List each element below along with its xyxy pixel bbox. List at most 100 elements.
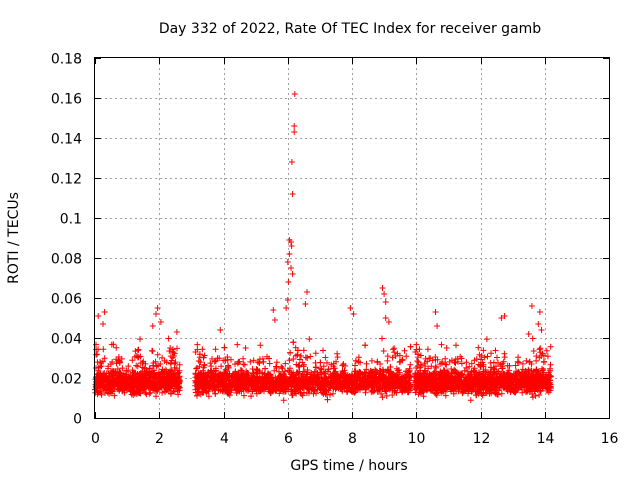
data-point [150, 374, 157, 381]
data-point [139, 364, 146, 371]
data-point [100, 378, 107, 384]
data-point [224, 354, 231, 360]
data-point [407, 361, 414, 368]
data-point [151, 387, 158, 394]
data-point [318, 366, 325, 373]
data-point [244, 369, 251, 376]
data-point [280, 374, 287, 381]
data-point [218, 363, 225, 370]
data-point [173, 380, 180, 387]
data-point [379, 394, 386, 401]
data-point [401, 347, 408, 354]
y-tick-label: 0.1 [60, 212, 82, 228]
data-point [108, 341, 115, 348]
data-point [159, 381, 166, 388]
data-point [293, 385, 300, 392]
data-point [328, 361, 335, 368]
data-point [234, 341, 241, 348]
data-point [141, 369, 148, 376]
data-point [145, 371, 152, 378]
data-point [260, 358, 267, 365]
data-point [168, 357, 175, 364]
data-point [136, 380, 143, 387]
data-point [161, 381, 167, 388]
data-point [374, 359, 381, 366]
data-point [282, 360, 289, 367]
data-point [94, 351, 101, 358]
data-point [147, 384, 154, 391]
axis-ticks: 0 2 4 6 8 10 12 14 16 0 0.02 0.04 0.06 0.08 0.1 0.12 0.1… [51, 52, 619, 448]
data-point [280, 397, 287, 404]
data-point [119, 365, 126, 372]
data-point [299, 392, 306, 399]
data-point [240, 361, 247, 368]
x-tick-label: 16 [601, 431, 619, 447]
data-point [366, 375, 373, 381]
x-tick-label: 2 [155, 431, 164, 447]
data-point [407, 383, 414, 390]
data-point [279, 365, 286, 372]
data-point [296, 356, 303, 363]
data-point [171, 388, 178, 395]
data-point [320, 347, 326, 354]
data-point [216, 355, 223, 362]
data-point [397, 376, 404, 383]
data-point [276, 368, 282, 375]
data-point [255, 387, 262, 394]
data-point [162, 366, 169, 373]
data-point [112, 376, 119, 383]
data-point [120, 372, 127, 379]
data-point [194, 374, 201, 381]
data-point [300, 363, 307, 370]
data-point [169, 368, 176, 375]
data-point [92, 386, 99, 393]
data-point [352, 362, 358, 369]
data-point [289, 392, 295, 399]
data-point [296, 362, 303, 369]
data-point [266, 355, 272, 362]
data-point [99, 358, 106, 365]
data-point [262, 365, 269, 372]
data-point [239, 368, 246, 374]
data-point [257, 342, 264, 349]
data-point [378, 390, 385, 397]
data-point [167, 360, 174, 367]
data-point [101, 355, 108, 362]
data-point [149, 380, 156, 387]
data-point [241, 392, 247, 399]
data-point [211, 358, 218, 365]
data-point [154, 379, 161, 386]
data-point [166, 348, 173, 354]
data-point [167, 345, 174, 351]
data-point [295, 380, 302, 387]
data-point [405, 368, 412, 375]
data-point [407, 343, 414, 350]
x-tick-label: 14 [537, 431, 555, 447]
data-point [167, 380, 174, 387]
data-point [146, 365, 153, 372]
data-point [212, 346, 219, 353]
data-point [320, 363, 327, 370]
data-point [146, 390, 153, 397]
data-point [351, 389, 358, 396]
data-point [247, 358, 254, 365]
y-tick-label: 0 [73, 412, 82, 428]
data-point [221, 344, 228, 351]
data-point [96, 388, 103, 395]
data-point [322, 354, 329, 361]
data-point [306, 336, 313, 343]
data-point [130, 372, 137, 379]
data-point [385, 373, 392, 380]
y-tick-label: 0.04 [51, 332, 82, 348]
data-point [288, 383, 294, 390]
data-point [169, 346, 176, 353]
data-point [286, 357, 293, 364]
data-point [99, 381, 106, 388]
data-points [92, 91, 554, 404]
data-point [105, 380, 112, 387]
data-point [376, 386, 383, 393]
data-point [170, 387, 177, 394]
data-point [122, 381, 129, 388]
data-point [105, 386, 112, 393]
